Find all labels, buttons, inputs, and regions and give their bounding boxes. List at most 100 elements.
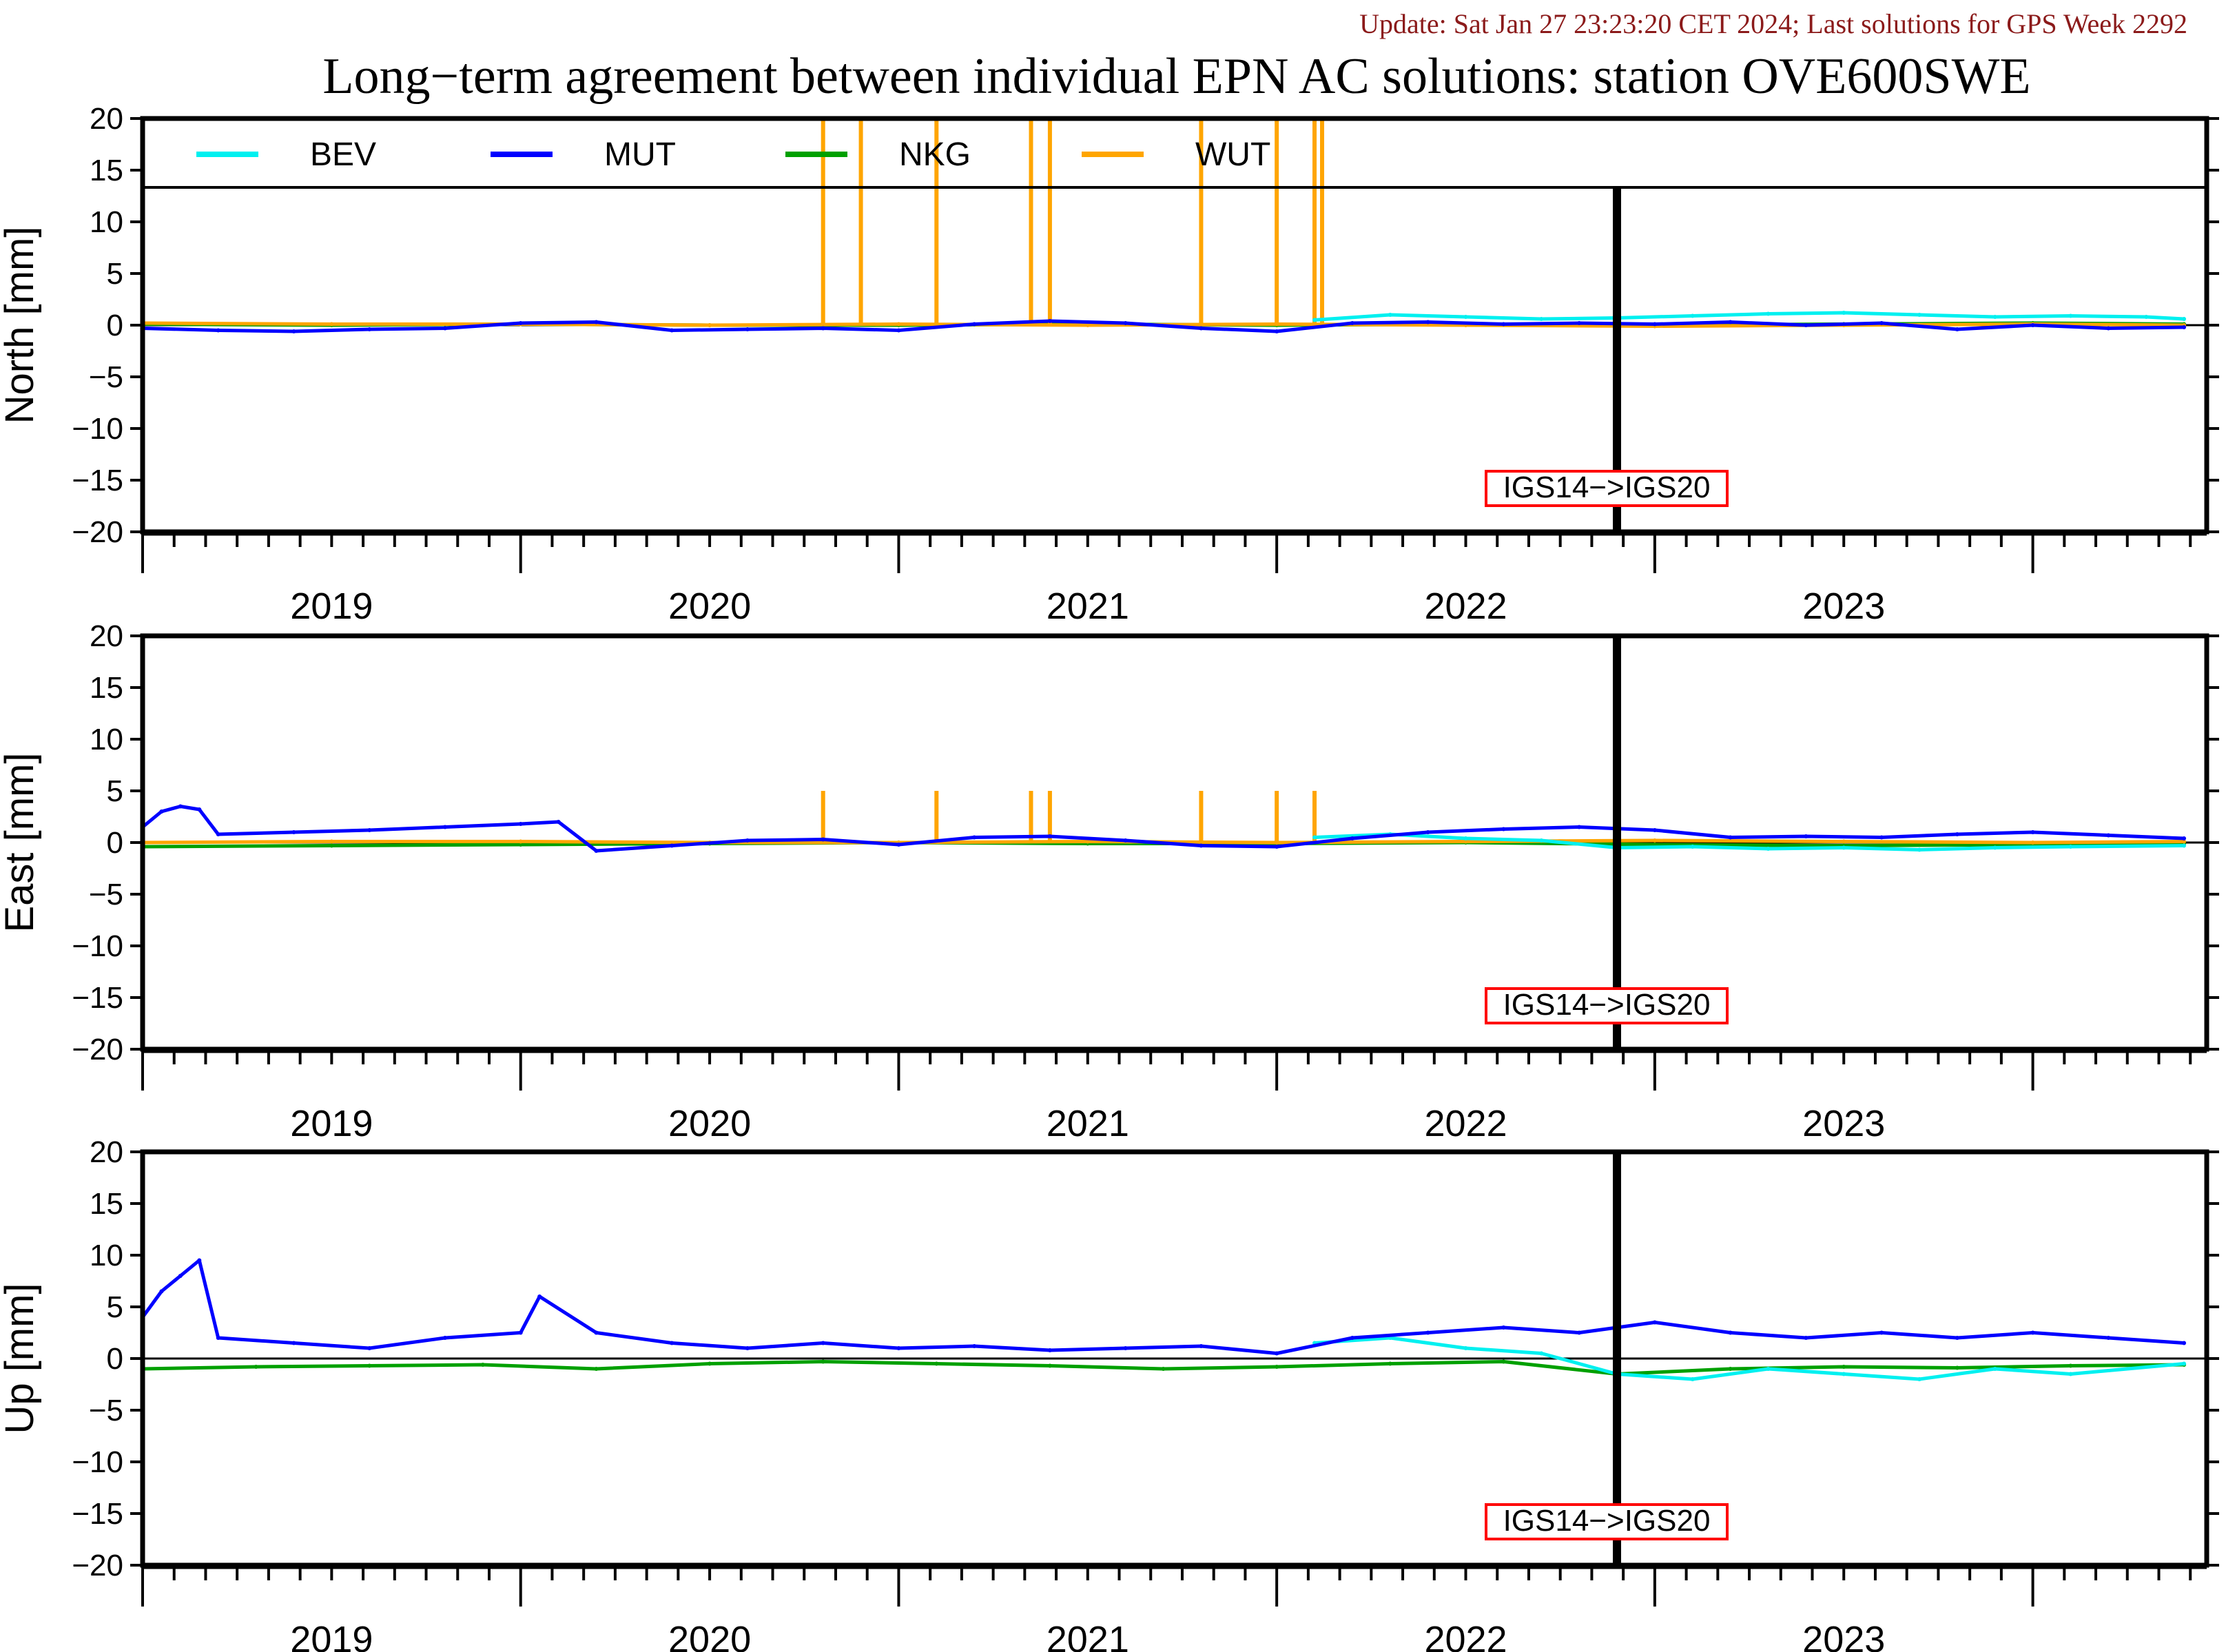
series-bev-point xyxy=(1842,1372,1846,1376)
series-bev-point xyxy=(2068,845,2073,849)
series-bev-point xyxy=(2068,313,2073,318)
series-mut-point xyxy=(197,1258,202,1263)
y-tick-label: 15 xyxy=(90,1187,123,1221)
y-tick-label: −5 xyxy=(89,878,123,911)
y-axis-label: Up [mm] xyxy=(0,1283,42,1434)
series-bev-point xyxy=(1992,315,1997,319)
series-bev-point xyxy=(1917,1377,1921,1381)
series-mut-point xyxy=(1577,321,1582,325)
y-tick-label: −10 xyxy=(72,412,123,446)
frame-change-label: IGS14−>IGS20 xyxy=(1503,1504,1711,1538)
update-text: Update: Sat Jan 27 23:23:20 CET 2024; La… xyxy=(1359,8,2187,39)
series-bev-point xyxy=(1766,1367,1771,1371)
series-mut-point xyxy=(178,1274,183,1278)
series-bev-point xyxy=(1766,311,1771,316)
series-bev-point xyxy=(2144,315,2149,319)
series-mut-point xyxy=(442,326,447,331)
series-nkg-point xyxy=(480,1363,485,1367)
series-mut-point xyxy=(1804,1336,1808,1340)
y-tick-label: −5 xyxy=(89,1394,123,1427)
series-mut-point xyxy=(1501,322,1506,327)
series-mut-line xyxy=(141,805,2185,853)
x-tick-label: 2023 xyxy=(1802,586,1885,627)
x-tick-label: 2019 xyxy=(290,1619,373,1652)
series-nkg-point xyxy=(1161,1367,1166,1371)
series-mut-point xyxy=(518,321,523,325)
series-nkg-point xyxy=(1388,1361,1392,1366)
series-mut-point xyxy=(1501,1325,1506,1330)
series-mut-point xyxy=(216,832,220,836)
series-mut-point xyxy=(745,1346,750,1350)
series-bev-point xyxy=(1539,317,1544,321)
frame-change-box xyxy=(1485,987,1729,1024)
series-bev-point xyxy=(1539,838,1544,843)
y-tick-label: 0 xyxy=(107,826,123,860)
series-mut-point xyxy=(537,1294,542,1299)
series-wut-point xyxy=(1085,323,1090,327)
series-mut-point xyxy=(2030,830,2035,834)
series-mut-point xyxy=(556,820,561,824)
series-bev-point xyxy=(1917,847,1921,852)
y-tick-label: 10 xyxy=(90,723,123,756)
series-mut-point xyxy=(821,837,825,842)
series-nkg-point xyxy=(2068,1363,2073,1368)
x-tick-label: 2021 xyxy=(1047,586,1129,627)
legend-label-mut: MUT xyxy=(604,136,676,173)
series-mut-line xyxy=(142,319,2185,333)
series-bev-point xyxy=(1690,845,1695,849)
x-tick-label: 2020 xyxy=(668,1103,751,1144)
series-bev-point xyxy=(1690,1377,1695,1381)
series-mut-point xyxy=(1728,320,1733,324)
series-mut-point xyxy=(1425,830,1430,834)
series-wut-point xyxy=(708,323,712,327)
series-mut-point xyxy=(1577,1330,1582,1335)
series-mut-point xyxy=(291,830,296,834)
series-nkg-point xyxy=(821,1359,825,1364)
series-mut-point xyxy=(821,326,825,331)
series-mut-point xyxy=(2030,323,2035,327)
series-mut-point xyxy=(670,328,674,333)
series-bev-point xyxy=(2182,317,2187,321)
series-bev-point xyxy=(1917,313,1921,317)
series-mut-point xyxy=(745,327,750,331)
x-tick-label: 2020 xyxy=(668,586,751,627)
series-mut-point xyxy=(1350,1336,1354,1340)
y-tick-label: 20 xyxy=(90,619,123,653)
series-nkg-point xyxy=(329,843,334,848)
series-bev-line xyxy=(1314,832,2185,851)
series-mut-point xyxy=(821,1341,825,1345)
series-mut-point xyxy=(1047,834,1052,838)
series-mut-point xyxy=(896,1346,901,1350)
series-wut-point xyxy=(1652,838,1657,843)
legend-label-bev: BEV xyxy=(310,136,376,173)
frame-change-box xyxy=(1485,1503,1729,1540)
series-mut-line xyxy=(141,1259,2185,1355)
y-tick-label: −20 xyxy=(72,515,123,549)
series-bev-point xyxy=(1690,313,1695,318)
series-mut-point xyxy=(972,1344,977,1348)
series-mut-point xyxy=(1425,320,1430,324)
y-tick-label: 5 xyxy=(107,774,123,808)
series-mut-point xyxy=(1199,326,1204,331)
series-bev-point xyxy=(1312,835,1317,840)
series-mut-point xyxy=(2182,836,2187,840)
x-tick-label: 2020 xyxy=(668,1619,751,1652)
y-axis-label: East [mm] xyxy=(0,752,42,932)
series-mut-point xyxy=(1199,843,1204,848)
y-tick-label: −20 xyxy=(72,1549,123,1582)
series-nkg-point xyxy=(594,1367,599,1371)
series-mut-point xyxy=(1047,1348,1052,1352)
series-mut-point xyxy=(291,1341,296,1345)
y-tick-label: 10 xyxy=(90,205,123,239)
series-wut-point xyxy=(1842,839,1846,844)
series-bev-point xyxy=(1388,313,1392,317)
series-mut-point xyxy=(2106,326,2111,331)
series-mut-point xyxy=(594,849,599,853)
y-tick-label: 0 xyxy=(107,309,123,342)
y-axis-label: North [mm] xyxy=(0,227,42,424)
legend-label-wut: WUT xyxy=(1195,136,1270,173)
series-mut-point xyxy=(594,1330,599,1335)
series-bev-line xyxy=(1314,311,2185,322)
y-tick-label: 15 xyxy=(90,671,123,705)
series-mut-point xyxy=(1199,1344,1204,1348)
